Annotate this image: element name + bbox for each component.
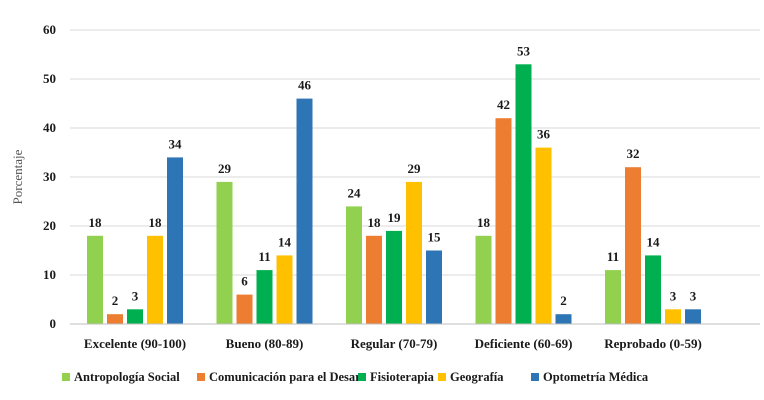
bar <box>366 235 382 324</box>
data-label: 11 <box>258 249 270 264</box>
data-label: 18 <box>477 215 491 230</box>
y-axis-title: Porcentaje <box>10 149 25 204</box>
bar <box>276 255 293 324</box>
x-category-label: Bueno (80-89) <box>226 336 304 351</box>
data-label: 2 <box>112 293 119 308</box>
data-label: 14 <box>278 234 292 249</box>
data-label: 14 <box>647 234 661 249</box>
data-label: 53 <box>517 43 531 58</box>
data-label: 29 <box>408 161 422 176</box>
bar <box>665 309 681 324</box>
bar <box>555 314 572 324</box>
data-label: 46 <box>298 78 312 93</box>
y-tick-label: 10 <box>43 267 56 282</box>
bar <box>475 235 492 324</box>
legend-label: Optometría Médica <box>543 370 649 384</box>
data-label: 24 <box>348 185 362 200</box>
bar <box>107 314 123 324</box>
bar <box>495 118 512 324</box>
bar <box>346 206 362 324</box>
data-label: 36 <box>537 127 551 142</box>
bar <box>127 309 143 324</box>
data-label: 18 <box>89 215 103 230</box>
bar <box>167 157 183 324</box>
bar <box>147 235 163 324</box>
legend-swatch <box>197 373 205 381</box>
x-category-label: Deficiente (60-69) <box>475 336 573 351</box>
data-label: 3 <box>132 288 139 303</box>
x-category-label: Excelente (90-100) <box>84 336 186 351</box>
bar <box>535 147 552 324</box>
legend-label: Geografía <box>450 370 504 384</box>
legend-swatch <box>358 373 366 381</box>
bar <box>87 235 103 324</box>
bar <box>645 255 661 324</box>
bar <box>216 181 233 324</box>
bar <box>296 98 313 324</box>
data-label: 2 <box>560 293 567 308</box>
legend-label: Antropología Social <box>74 370 180 384</box>
legend-swatch <box>438 373 446 381</box>
y-tick-label: 50 <box>43 71 56 86</box>
data-label: 18 <box>368 215 382 230</box>
bar <box>256 270 273 324</box>
bar <box>685 309 701 324</box>
data-label: 42 <box>497 97 510 112</box>
data-label: 15 <box>428 230 442 245</box>
data-label: 3 <box>670 288 677 303</box>
bar <box>236 294 253 324</box>
data-label: 18 <box>149 215 163 230</box>
legend-label: Fisioterapia <box>370 370 435 384</box>
data-label: 34 <box>169 136 183 151</box>
bar <box>386 230 402 324</box>
legend: Antropología Social Comunicación para el … <box>62 370 649 384</box>
y-tick-label: 30 <box>43 169 56 184</box>
y-tick-label: 60 <box>43 22 56 37</box>
data-label: 3 <box>690 288 697 303</box>
bar <box>406 181 422 324</box>
y-tick-label: 40 <box>43 120 56 135</box>
y-tick-label: 0 <box>50 316 57 331</box>
data-label: 11 <box>607 249 619 264</box>
x-category-label: Regular (70-79) <box>351 336 438 351</box>
bar <box>625 167 641 324</box>
legend-swatch <box>531 373 539 381</box>
legend-label: Comunicación para el Desar <box>209 370 361 384</box>
x-category-label: Reprobado (0-59) <box>604 336 702 351</box>
y-tick-label: 20 <box>43 218 56 233</box>
data-label: 19 <box>388 210 402 225</box>
x-axis-categories: Excelente (90-100) Bueno (80-89) Regular (… <box>84 336 702 351</box>
data-label: 32 <box>627 146 640 161</box>
legend-swatch <box>62 373 70 381</box>
bar <box>515 64 532 325</box>
bars <box>87 64 701 325</box>
bar <box>605 270 621 324</box>
data-label: 6 <box>241 274 248 289</box>
data-label: 29 <box>218 161 232 176</box>
y-axis-ticks: 0 10 20 30 40 50 60 <box>43 22 56 331</box>
bar <box>426 250 442 324</box>
